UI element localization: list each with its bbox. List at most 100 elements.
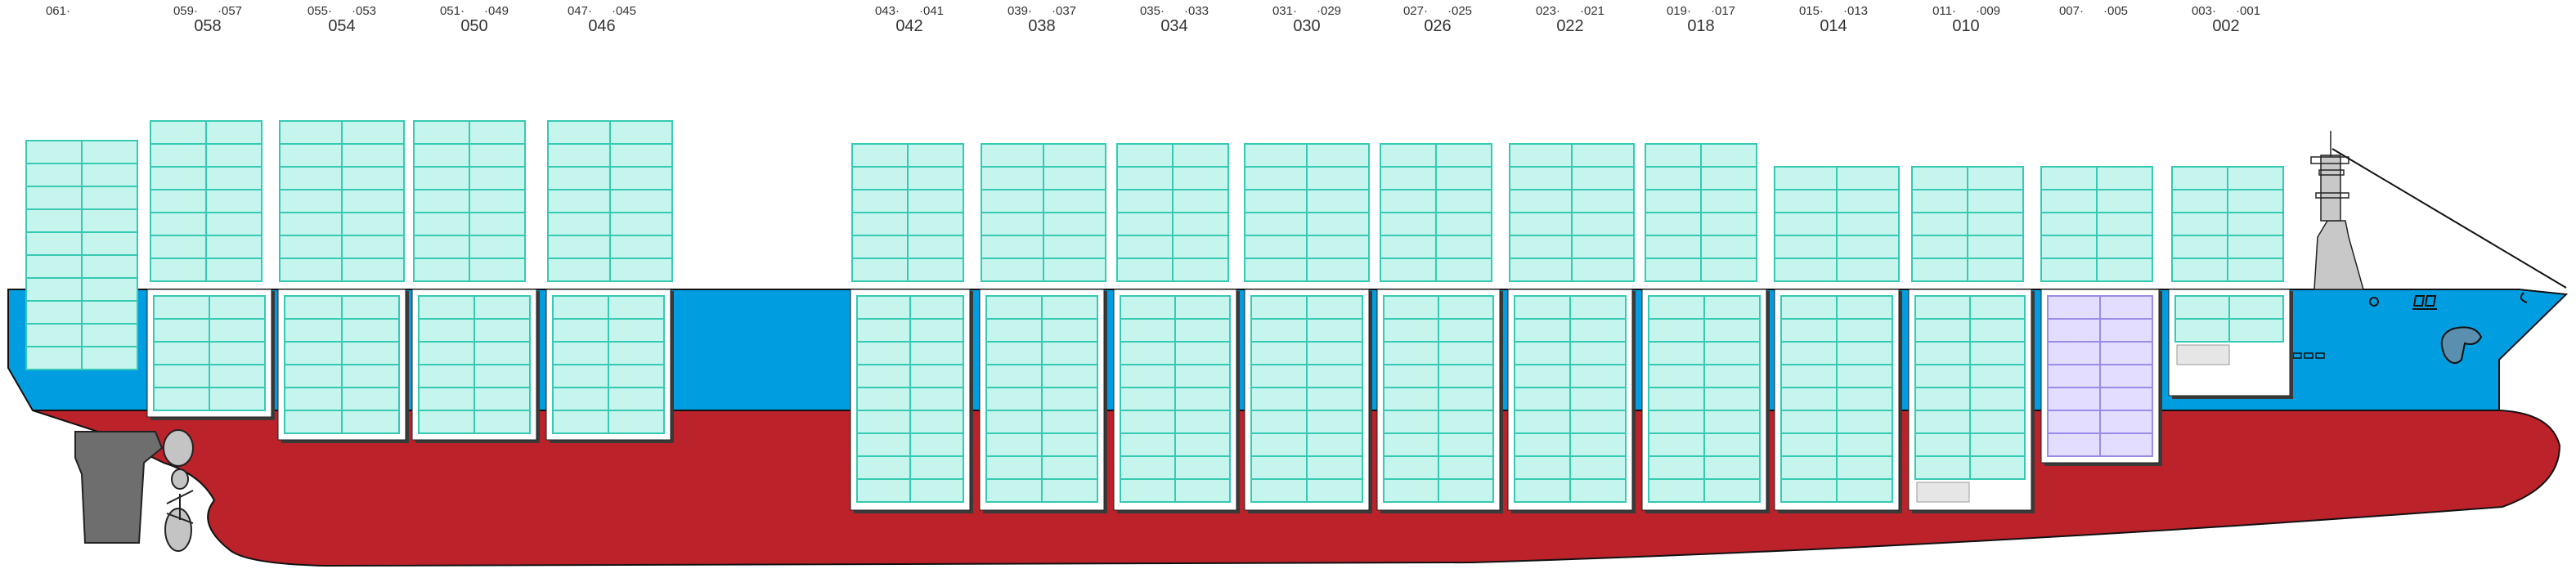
container-stack-deck (413, 120, 526, 282)
container-stack-hold (1780, 295, 1893, 503)
cargo-hold (2168, 289, 2293, 399)
bay-label-odd-aft: 003· (2192, 4, 2216, 18)
cargo-hold (1507, 289, 1636, 513)
empty-slot (1916, 482, 1970, 503)
container-stack-deck (2171, 166, 2284, 282)
bay-label-odd-fwd: ·009 (1976, 4, 2000, 18)
container-stack-hold (1383, 295, 1494, 503)
bay-label-odd-aft: 059· (173, 4, 198, 18)
hatch-marker-icon (2315, 352, 2325, 359)
bay-label-odd-fwd: ·005 (2103, 4, 2128, 18)
bay-label-even: 030 (1293, 17, 1320, 35)
bay-label-odd-aft: 035· (1140, 4, 1165, 18)
cargo-hold (1244, 289, 1372, 513)
bay-label-odd-fwd: ·037 (1052, 4, 1076, 18)
bay-label-odd-aft: 031· (1272, 4, 1297, 18)
container-stack-deck (2040, 166, 2153, 282)
bay-label-odd-aft: 019· (1667, 4, 1691, 18)
bay-label-odd-fwd: ·001 (2236, 4, 2260, 18)
cargo-hold (146, 289, 275, 420)
bow-hook-icon (2520, 292, 2528, 303)
container-stack-hold (2174, 295, 2284, 343)
cargo-hold (2040, 289, 2162, 466)
bay-label-even: 002 (2212, 17, 2239, 35)
container-stack-deck (1645, 143, 1757, 282)
bay-label-even: 042 (895, 17, 922, 35)
bay-label-odd-aft: 015· (1799, 4, 1824, 18)
propeller-icon (163, 429, 194, 552)
bay-label-even: 050 (460, 17, 487, 35)
bay-label-odd-aft: 023· (1536, 4, 1560, 18)
container-stack-deck (1116, 143, 1229, 282)
container-stack-deck (981, 143, 1106, 282)
container-stack-deck (25, 140, 138, 370)
cargo-hold (411, 289, 540, 443)
bay-label-odd-aft: 039· (1008, 4, 1032, 18)
bay-label-even: 010 (1952, 17, 1979, 35)
container-stack-deck (1774, 166, 1900, 282)
bay-label-even: 054 (328, 17, 355, 35)
bay-label-even: 022 (1556, 17, 1583, 35)
container-stack-deck (851, 143, 964, 282)
bay-label-odd-fwd: ·013 (1843, 4, 1868, 18)
container-stack-deck (1509, 143, 1635, 282)
bay-label-even: 014 (1820, 17, 1847, 35)
container-stack-deck (1911, 166, 2024, 282)
bow-marking-icon (2412, 295, 2437, 310)
bay-label-odd-fwd: ·021 (1580, 4, 1604, 18)
bay-label-odd-fwd: ·033 (1184, 4, 1209, 18)
bay-label-odd-aft: 047· (568, 4, 592, 18)
cargo-hold (979, 289, 1107, 513)
bay-label-odd-fwd: ·049 (484, 4, 509, 18)
bay-label-odd-aft: 051· (440, 4, 464, 18)
cargo-hold (1908, 289, 2035, 513)
container-stacks (25, 120, 2284, 370)
cargo-hold (545, 289, 674, 443)
empty-slot (2176, 344, 2230, 365)
bow-features (2292, 131, 2528, 365)
container-stack-hold (418, 295, 531, 434)
bay-label-even: 058 (194, 17, 221, 35)
container-stack-hold (2047, 295, 2153, 457)
container-stack-deck (1244, 143, 1370, 282)
container-stack-hold (856, 295, 964, 503)
stern-gear (74, 429, 194, 552)
hatch-marker-icon (2304, 352, 2313, 359)
bay-label-odd-fwd: ·025 (1447, 4, 1472, 18)
rudder-icon (74, 431, 164, 544)
bay-label-odd-aft: 027· (1403, 4, 1428, 18)
bay-label-odd-aft: 011· (1932, 4, 1956, 18)
container-stack-hold (284, 295, 400, 434)
bay-label-odd-fwd: ·057 (218, 4, 242, 18)
container-stack-deck (1380, 143, 1492, 282)
bay-label-odd-fwd: ·053 (352, 4, 376, 18)
container-stack-hold (1648, 295, 1761, 503)
bay-label-odd-fwd: ·017 (1711, 4, 1735, 18)
bay-label-odd-fwd: ·045 (612, 4, 636, 18)
bay-label-group: 061· (46, 4, 70, 18)
holds (146, 289, 2293, 513)
container-stack-deck (279, 120, 405, 282)
container-stack-hold (1514, 295, 1627, 503)
container-stack-hold (1250, 295, 1363, 503)
bay-label-odd-fwd: ·041 (919, 4, 944, 18)
bay-label-even: 046 (588, 17, 615, 35)
bay-label-odd-aft: 055· (307, 4, 332, 18)
bow-stay-line (2331, 148, 2567, 289)
container-stack-deck (547, 120, 673, 282)
